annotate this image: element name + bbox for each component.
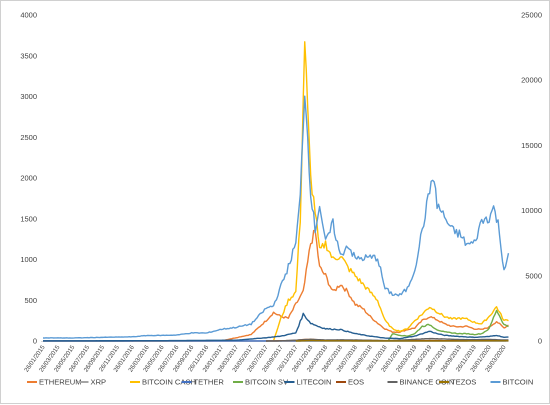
legend-label: ETHEREUM [39,378,82,387]
x-axis-ticks: 26/01/201526/03/201526/05/201526/07/2015… [23,344,508,374]
left-axis-tick-label: 3500 [20,51,37,60]
right-axis-tick-label: 10000 [521,206,542,215]
left-axis-tick-label: 500 [24,296,37,305]
legend-label: XRP [91,378,107,387]
legend-label: BITCOIN SV [245,378,289,387]
left-axis-tick-label: 1500 [20,214,37,223]
left-axis-ticks: 0 500 1000 1500 2000 2500 3000 3500 4000 [20,11,37,346]
right-axis-tick-label: 15000 [521,141,542,150]
series-layer [43,42,508,341]
series-line-bitcoin [43,96,508,338]
legend-label: EOS [348,378,364,387]
legend-label: TEZOS [451,378,476,387]
right-axis-tick-label: 20000 [521,76,542,85]
left-axis-tick-label: 1000 [20,255,37,264]
right-axis-tick-label: 5000 [525,271,542,280]
legend-label: TETHER [194,378,225,387]
legend-label: BITCOIN [503,378,534,387]
series-line-ethereum [43,230,508,341]
left-axis-tick-label: 4000 [20,11,37,20]
legend-label: LITECOIN [297,378,332,387]
left-axis-tick-label: 2000 [20,174,37,183]
left-axis-tick-label: 3000 [20,92,37,101]
right-axis-tick-label: 25000 [521,11,542,20]
series-line-bitcoin-cash [274,42,509,341]
right-axis-tick-label: 0 [538,337,542,346]
right-axis-ticks: 0 5000 10000 15000 20000 25000 [521,11,542,346]
left-axis-tick-label: 0 [33,337,37,346]
left-axis-tick-label: 2500 [20,133,37,142]
